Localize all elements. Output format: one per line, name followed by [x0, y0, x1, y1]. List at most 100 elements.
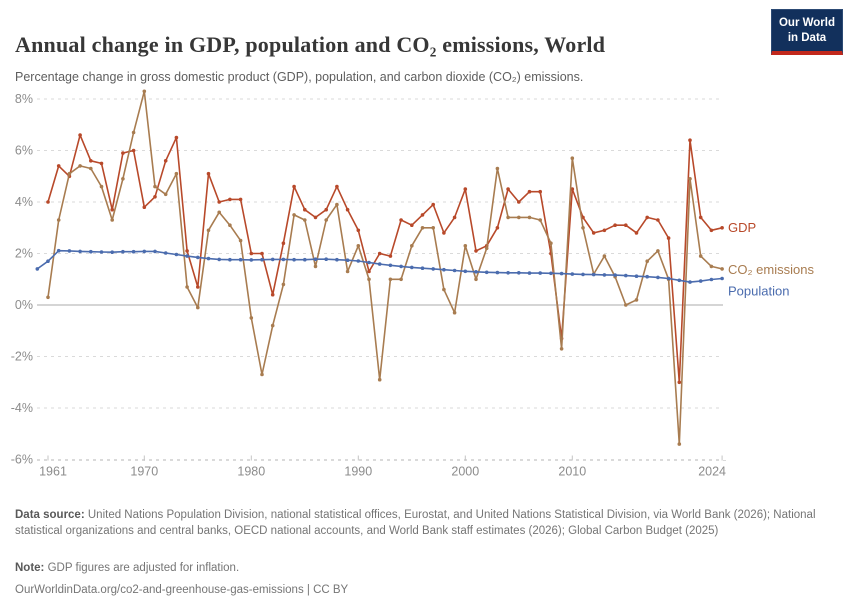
- data-point[interactable]: [270, 257, 275, 262]
- data-point[interactable]: [238, 238, 243, 243]
- data-point[interactable]: [153, 195, 157, 199]
- data-point[interactable]: [506, 271, 510, 275]
- data-point[interactable]: [281, 241, 286, 245]
- data-point[interactable]: [174, 135, 179, 140]
- data-point[interactable]: [431, 202, 436, 207]
- data-point[interactable]: [656, 249, 660, 253]
- data-point[interactable]: [89, 166, 93, 171]
- data-point[interactable]: [410, 223, 414, 227]
- data-point[interactable]: [292, 184, 296, 189]
- data-point[interactable]: [709, 277, 714, 282]
- data-point[interactable]: [677, 380, 682, 385]
- data-point[interactable]: [367, 260, 371, 265]
- data-point[interactable]: [206, 256, 211, 261]
- data-point[interactable]: [345, 258, 350, 263]
- data-point[interactable]: [356, 244, 361, 248]
- data-point[interactable]: [698, 254, 703, 258]
- data-point[interactable]: [388, 254, 393, 258]
- data-point[interactable]: [78, 164, 82, 168]
- data-point[interactable]: [709, 264, 714, 269]
- data-point[interactable]: [56, 218, 61, 222]
- data-point[interactable]: [67, 171, 72, 176]
- data-point[interactable]: [645, 259, 649, 264]
- data-point[interactable]: [356, 228, 361, 233]
- data-point[interactable]: [174, 252, 179, 257]
- data-point[interactable]: [591, 231, 596, 235]
- data-point[interactable]: [463, 187, 468, 191]
- data-point[interactable]: [238, 197, 243, 202]
- data-point[interactable]: [121, 177, 125, 181]
- data-point[interactable]: [720, 276, 724, 281]
- data-point[interactable]: [56, 164, 61, 168]
- data-point[interactable]: [377, 377, 382, 382]
- data-point[interactable]: [99, 161, 104, 166]
- data-point[interactable]: [495, 166, 500, 171]
- data-point[interactable]: [484, 246, 489, 251]
- data-point[interactable]: [624, 223, 628, 227]
- data-point[interactable]: [260, 372, 264, 377]
- data-point[interactable]: [377, 251, 382, 256]
- data-point[interactable]: [260, 257, 264, 262]
- data-point[interactable]: [613, 273, 617, 277]
- data-point[interactable]: [335, 184, 339, 189]
- data-point[interactable]: [410, 244, 414, 248]
- data-point[interactable]: [581, 226, 585, 230]
- data-point[interactable]: [196, 305, 200, 310]
- data-point[interactable]: [345, 207, 350, 212]
- data-point[interactable]: [174, 171, 179, 176]
- data-point[interactable]: [335, 257, 339, 262]
- data-point[interactable]: [110, 207, 114, 212]
- data-point[interactable]: [463, 244, 468, 248]
- data-point[interactable]: [35, 267, 40, 271]
- data-point[interactable]: [110, 218, 114, 222]
- data-point[interactable]: [335, 202, 339, 207]
- data-point[interactable]: [517, 271, 521, 275]
- data-point[interactable]: [634, 298, 639, 302]
- data-point[interactable]: [677, 278, 682, 283]
- series-line[interactable]: [47, 134, 723, 384]
- data-point[interactable]: [688, 138, 692, 142]
- data-point[interactable]: [46, 259, 50, 264]
- series-line[interactable]: [36, 249, 723, 283]
- data-point[interactable]: [613, 223, 617, 227]
- data-point[interactable]: [624, 273, 628, 278]
- data-point[interactable]: [249, 258, 254, 262]
- data-point[interactable]: [442, 231, 446, 235]
- data-point[interactable]: [228, 197, 232, 202]
- data-point[interactable]: [656, 218, 660, 222]
- data-point[interactable]: [153, 184, 157, 189]
- data-point[interactable]: [367, 277, 371, 282]
- data-point[interactable]: [292, 213, 296, 217]
- data-point[interactable]: [474, 270, 478, 274]
- data-point[interactable]: [720, 226, 724, 230]
- data-point[interactable]: [474, 277, 478, 282]
- data-point[interactable]: [463, 269, 468, 274]
- data-point[interactable]: [260, 251, 264, 256]
- data-point[interactable]: [185, 285, 189, 289]
- data-point[interactable]: [527, 189, 532, 194]
- data-point[interactable]: [238, 257, 243, 262]
- data-point[interactable]: [677, 442, 682, 446]
- data-point[interactable]: [698, 215, 703, 220]
- data-point[interactable]: [506, 187, 510, 191]
- data-point[interactable]: [270, 323, 275, 328]
- data-point[interactable]: [559, 271, 564, 276]
- data-point[interactable]: [217, 200, 221, 204]
- data-point[interactable]: [656, 275, 660, 280]
- data-point[interactable]: [527, 215, 532, 220]
- data-point[interactable]: [356, 259, 361, 263]
- data-point[interactable]: [698, 279, 703, 283]
- data-point[interactable]: [131, 249, 136, 254]
- data-point[interactable]: [131, 148, 136, 153]
- data-point[interactable]: [163, 251, 168, 255]
- data-point[interactable]: [89, 159, 93, 163]
- data-point[interactable]: [538, 271, 542, 275]
- data-point[interactable]: [388, 263, 393, 268]
- data-point[interactable]: [121, 151, 125, 155]
- data-point[interactable]: [410, 265, 414, 270]
- data-point[interactable]: [313, 264, 318, 269]
- data-point[interactable]: [495, 270, 500, 275]
- data-point[interactable]: [591, 272, 596, 277]
- data-point[interactable]: [228, 223, 232, 227]
